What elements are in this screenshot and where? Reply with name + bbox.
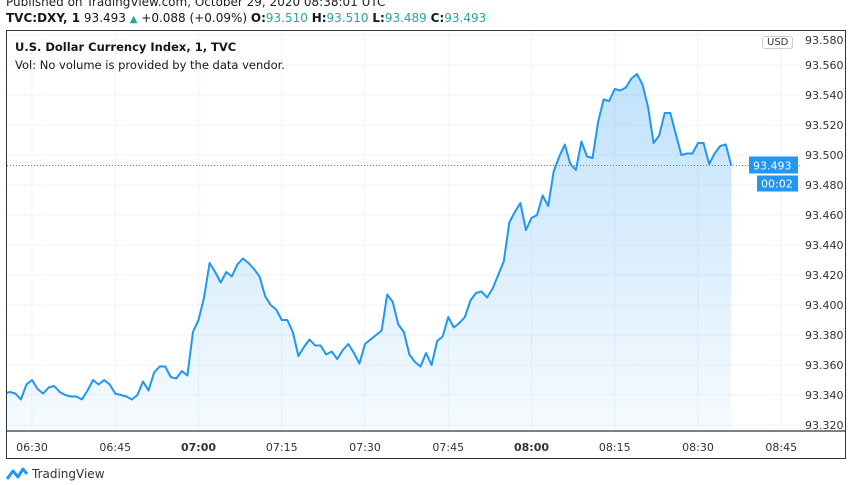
countdown-badge: [757, 175, 798, 192]
last-price-label: 93.493: [753, 160, 792, 173]
x-tick-label: 07:45: [432, 441, 464, 454]
y-tick-label: 93.480: [805, 179, 844, 192]
x-tick-label: 07:00: [181, 441, 216, 454]
y-tick-label: 93.580: [805, 34, 844, 47]
chart-legend: U.S. Dollar Currency Index, 1, TVC Vol: …: [15, 38, 285, 74]
open-label: O:: [250, 11, 266, 25]
x-tick-label: 08:00: [514, 441, 549, 454]
symbol: TVC:DXY, 1: [6, 11, 81, 25]
y-tick-label: 93.540: [805, 89, 844, 102]
currency-badge[interactable]: USD: [762, 36, 794, 49]
x-tick-label: 08:30: [682, 441, 714, 454]
symbol-header: TVC:DXY, 1 93.493 ▲ +0.088 (+0.09%) O:93…: [6, 11, 486, 25]
close-value: 93.493: [444, 11, 487, 25]
low-value: 93.489: [384, 11, 427, 25]
y-tick-label: 93.380: [805, 329, 844, 342]
y-tick-label: 93.500: [805, 149, 844, 162]
y-tick-label: 93.420: [805, 269, 844, 282]
area-fill: [7, 74, 732, 429]
x-tick-label: 06:45: [99, 441, 131, 454]
y-tick-label: 93.400: [805, 299, 844, 312]
last-price: 93.493: [83, 11, 126, 25]
x-tick-label: 06:30: [16, 441, 48, 454]
legend-title: U.S. Dollar Currency Index, 1, TVC: [15, 40, 237, 54]
y-tick-label: 93.560: [805, 59, 844, 72]
last-price-badge: [749, 156, 798, 174]
price-line: [7, 73, 733, 401]
tradingview-logo[interactable]: TradingView: [6, 467, 105, 481]
x-tick-label: 07:30: [349, 441, 381, 454]
published-note: Published on TradingView.com, October 29…: [6, 0, 386, 9]
low-label: L:: [372, 11, 385, 25]
y-tick-label: 93.460: [805, 209, 844, 222]
logo-text: TradingView: [32, 467, 105, 481]
y-tick-label: 93.320: [805, 419, 844, 432]
high-label: H:: [311, 11, 327, 25]
y-tick-label: 93.340: [805, 389, 844, 402]
y-tick-label: 93.360: [805, 359, 844, 372]
legend-volume: Vol: No volume is provided by the data v…: [15, 58, 285, 72]
tradingview-logo-icon: [6, 467, 28, 480]
x-tick-label: 07:15: [266, 441, 298, 454]
up-triangle-icon: ▲: [129, 14, 138, 25]
close-value-label: C:: [430, 11, 445, 25]
y-tick-label: 93.440: [805, 239, 844, 252]
price-change: +0.088 (+0.09%): [141, 11, 248, 25]
x-tick-label: 08:45: [765, 441, 797, 454]
chart-frame: [6, 30, 846, 459]
countdown-label: 00:02: [761, 178, 793, 191]
open-value: 93.510: [265, 11, 308, 25]
y-tick-label: 93.520: [805, 119, 844, 132]
x-tick-label: 08:15: [599, 441, 631, 454]
high-value: 93.510: [326, 11, 369, 25]
